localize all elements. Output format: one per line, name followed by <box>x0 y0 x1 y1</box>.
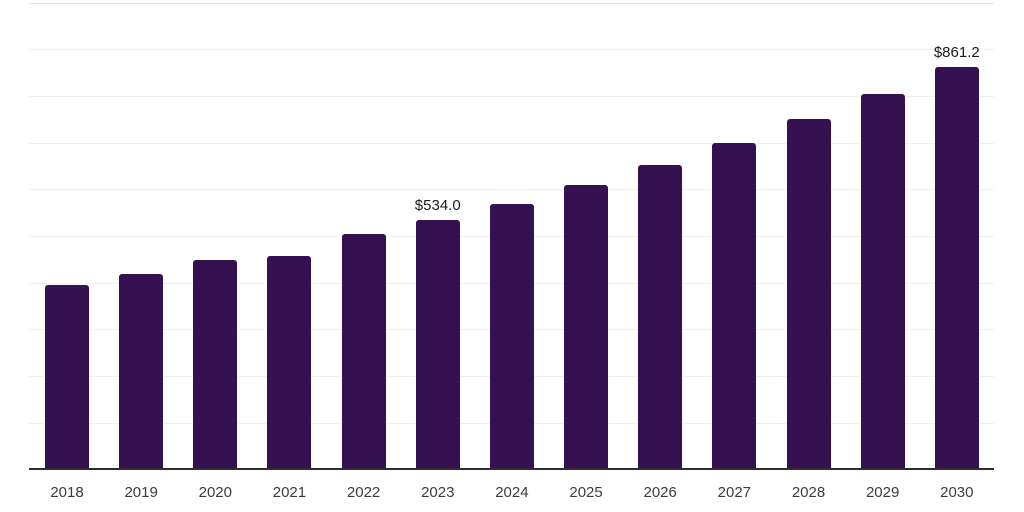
x-tick-2025: 2025 <box>569 484 603 501</box>
gridline <box>29 142 994 144</box>
x-axis-line <box>29 468 994 471</box>
bar-2023 <box>415 220 460 470</box>
bar-2030 <box>934 67 979 470</box>
bar-2019 <box>119 273 164 470</box>
x-tick-2019: 2019 <box>124 484 158 501</box>
gridline <box>29 2 994 4</box>
x-tick-2022: 2022 <box>346 484 381 501</box>
bar-2020 <box>193 259 238 470</box>
bar-2021 <box>267 256 312 470</box>
bar-2028 <box>786 119 831 470</box>
gridline <box>29 189 994 191</box>
x-tick-2029: 2029 <box>865 484 900 501</box>
x-tick-2020: 2020 <box>198 484 232 501</box>
bar-2018 <box>45 285 89 470</box>
value-label-2023: $534.0 <box>414 197 461 215</box>
x-tick-2021: 2021 <box>272 484 307 501</box>
value-label-2030: $861.2 <box>933 44 980 62</box>
x-tick-2026: 2026 <box>643 484 677 501</box>
gridline <box>29 49 994 51</box>
bar-2022 <box>341 234 386 470</box>
x-tick-2030: 2030 <box>940 484 974 501</box>
gridline <box>29 96 994 98</box>
x-tick-2018: 2018 <box>50 484 84 501</box>
bar-2029 <box>860 94 905 470</box>
x-tick-2027: 2027 <box>717 484 752 501</box>
x-tick-2024: 2024 <box>495 484 529 501</box>
bar-2024 <box>489 204 534 470</box>
bar-2025 <box>564 184 609 470</box>
x-tick-2023: 2023 <box>421 484 455 501</box>
bar-2026 <box>638 164 683 470</box>
x-tick-2028: 2028 <box>791 484 826 501</box>
bar-2027 <box>712 143 757 470</box>
